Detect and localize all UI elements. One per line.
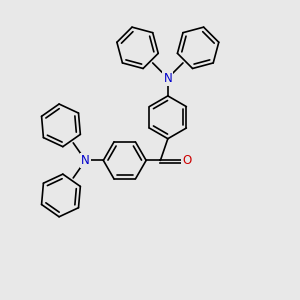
Text: N: N (164, 72, 172, 85)
Text: O: O (182, 154, 192, 167)
Text: N: N (81, 154, 90, 167)
